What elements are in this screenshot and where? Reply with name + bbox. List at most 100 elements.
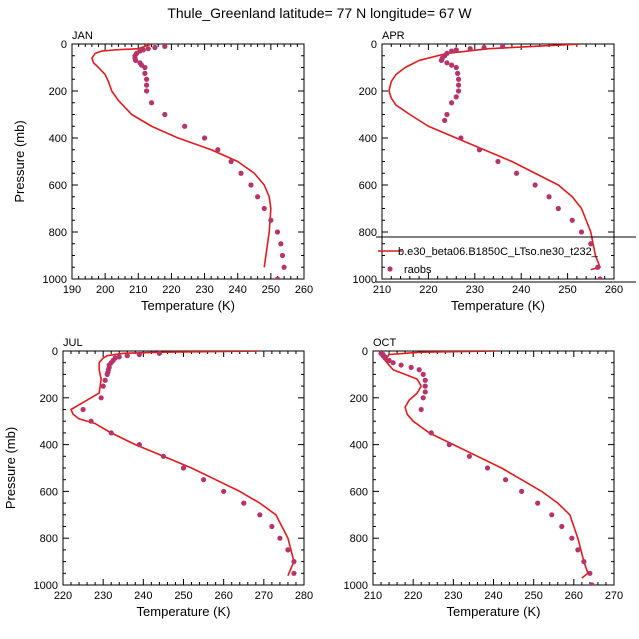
obs-point (422, 383, 428, 389)
obs-point (495, 158, 501, 165)
y-tick-label: 200 (49, 86, 67, 98)
model-line (70, 351, 295, 576)
x-tick-label: 250 (558, 284, 576, 296)
x-tick-label: 270 (255, 590, 273, 602)
y-tick-label: 0 (61, 39, 67, 51)
obs-point (569, 535, 575, 541)
y-tick-label: 800 (359, 227, 377, 239)
y-tick-label: 600 (359, 180, 377, 192)
y-tick-label: 400 (40, 440, 58, 452)
obs-point (420, 395, 426, 401)
obs-point (422, 377, 428, 383)
figure-title: Thule_Greenland latitude= 77 N longitude… (167, 5, 472, 21)
y-tick-label: 600 (49, 180, 67, 192)
obs-point (285, 547, 291, 553)
x-tick-label: 260 (214, 590, 232, 602)
x-tick-label: 210 (373, 284, 391, 296)
y-tick-label: 200 (350, 393, 368, 405)
y-tick-label: 200 (40, 393, 58, 405)
obs-point (200, 477, 207, 483)
x-tick-label: 250 (262, 284, 280, 296)
x-tick-label: 190 (63, 284, 81, 296)
x-tick-label: 270 (605, 590, 623, 602)
obs-point (281, 264, 287, 270)
obs-point (142, 64, 148, 71)
y-tick-label: 1000 (43, 274, 67, 286)
x-tick-label: 260 (605, 284, 623, 296)
obs-point (481, 44, 487, 51)
panel-label: JUL (63, 337, 83, 349)
obs-point (467, 46, 473, 52)
obs-point (133, 57, 139, 64)
y-tick-label: 0 (362, 346, 368, 358)
obs-point (589, 582, 595, 585)
obs-point (416, 367, 422, 373)
obs-point (152, 44, 158, 51)
obs-point (449, 62, 455, 68)
panels: JAN 190 200 210 220 230 240 250 260 0 200 400 600 800… (3, 30, 636, 619)
x-tick-label: 280 (295, 590, 313, 602)
obs-point (513, 170, 520, 176)
y-tick-label: 600 (40, 486, 58, 498)
x-tick-label: 210 (129, 284, 147, 296)
obs-point (160, 453, 167, 459)
panel-oct: OCT 210 220 230 240 250 260 270 0 200 400 600 800 100… (344, 337, 624, 619)
x-tick-label: 240 (229, 284, 247, 296)
y-tick-label: 400 (350, 440, 368, 452)
y-tick-label: 400 (49, 133, 67, 145)
plot-area (70, 351, 297, 576)
panel-apr: APR 210 220 230 240 250 260 0 200 400 600 800 1000 Te… (353, 30, 636, 313)
obs-point (444, 60, 450, 66)
obs-point (444, 111, 450, 118)
obs-point (291, 570, 297, 576)
panel-label: APR (382, 30, 405, 42)
obs-point (269, 523, 275, 530)
plot-area (91, 44, 287, 279)
y-axis-title: Pressure (mb) (3, 427, 18, 509)
obs-point (446, 442, 452, 448)
x-axis-title: Temperature (K) (141, 298, 235, 313)
obs-point (80, 406, 86, 413)
obs-point (418, 406, 424, 413)
obs-point (382, 355, 388, 361)
legend-obs-swatch (387, 266, 393, 272)
panel-jul: JUL 220 230 240 250 260 270 280 0 200 400 600 800 100… (3, 337, 313, 619)
y-tick-label: 1000 (344, 580, 368, 592)
x-tick-label: 230 (94, 590, 112, 602)
obs-point (453, 94, 459, 100)
obs-point (228, 158, 234, 165)
obs-point (278, 241, 284, 247)
y-tick-label: 200 (359, 86, 377, 98)
obs-point (279, 252, 286, 259)
obs-point (420, 371, 426, 377)
plot-area (378, 351, 595, 585)
panel-label: OCT (373, 337, 397, 349)
obs-point (255, 194, 261, 200)
obs-point (466, 453, 472, 459)
x-tick-label: 200 (96, 284, 114, 296)
model-line (91, 44, 272, 268)
obs-point (453, 64, 459, 71)
x-tick-label: 230 (466, 284, 484, 296)
obs-point (535, 500, 541, 506)
y-tick-label: 1000 (353, 274, 377, 286)
obs-point (241, 500, 247, 506)
obs-point (398, 362, 404, 368)
x-tick-label: 230 (195, 284, 213, 296)
obs-point (597, 276, 603, 279)
obs-point (449, 100, 455, 106)
x-tick-label: 220 (419, 284, 437, 296)
x-tick-label: 250 (174, 590, 192, 602)
obs-point (386, 357, 392, 363)
obs-point (291, 559, 297, 565)
obs-point (408, 364, 414, 370)
obs-point (162, 44, 168, 49)
legend: b.e30_beta06.B1850C_LTso.ne30_t232_raobs (376, 236, 636, 283)
obs-point (143, 88, 150, 94)
x-tick-label: 210 (364, 590, 382, 602)
x-tick-label: 250 (524, 590, 542, 602)
obs-point (274, 229, 281, 235)
obs-point (268, 217, 274, 223)
obs-point (428, 430, 434, 436)
obs-point (156, 351, 162, 356)
